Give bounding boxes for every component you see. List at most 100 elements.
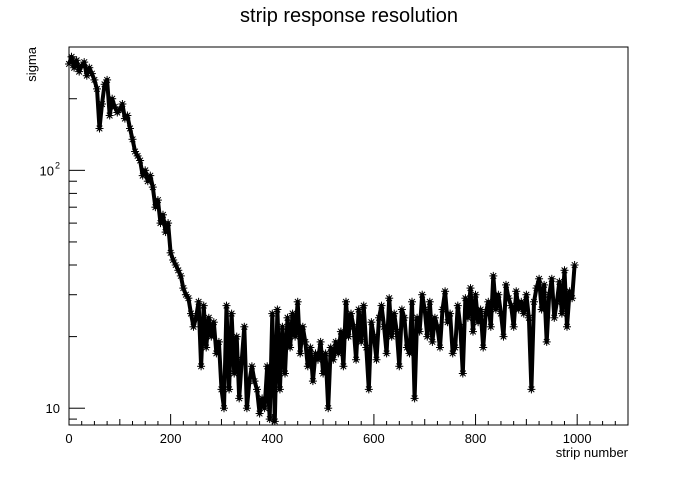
data-point-marker [517,297,526,306]
data-point-marker [524,313,533,322]
data-point-marker [420,305,429,314]
data-point-marker [522,290,531,299]
plot-frame [68,46,629,426]
data-point-marker [372,355,381,364]
data-point-marker [537,305,546,314]
data-point-marker [514,305,523,314]
data-point-marker [324,404,333,413]
data-point-marker [202,343,211,352]
data-point-marker [494,290,503,299]
data-point-marker [242,404,251,413]
data-point-marker [441,287,450,296]
data-point-marker [286,343,295,352]
y-tick-label: 10 [40,163,54,178]
data-point-marker [387,332,396,341]
data-point-marker [418,290,427,299]
data-point-marker [563,322,571,331]
data-point-marker [568,294,577,303]
data-point-marker [509,322,518,331]
data-point-marker [212,349,221,358]
data-point-marker [319,369,328,378]
data-point-marker [270,417,279,426]
data-point-marker [405,349,414,358]
data-point-marker [446,309,455,318]
data-point-marker [469,327,477,336]
data-point-marker [141,166,150,175]
data-point-marker [131,147,140,156]
data-point-marker [146,171,155,180]
data-point-marker [118,100,127,108]
data-point-marker [481,309,490,318]
data-point-marker [263,362,272,371]
data-point-marker [275,385,284,394]
data-point-marker [491,305,500,314]
data-point-marker [428,337,437,346]
data-point-marker [456,322,465,331]
data-point-marker [443,318,452,327]
data-point-marker [268,309,277,318]
data-point-marker [362,343,371,352]
data-point-marker [260,404,269,413]
data-point-marker [489,271,498,280]
data-point-marker [474,318,483,327]
data-point-marker [466,284,475,293]
data-point-marker [535,274,544,283]
data-point-marker [105,111,114,120]
data-point-marker [342,297,350,306]
data-point-marker [77,61,86,70]
data-point-marker [192,313,200,322]
data-point-marker [430,313,439,322]
data-point-marker [334,349,343,358]
data-point-marker [85,63,94,72]
data-point-marker [148,183,157,192]
data-point-marker [479,343,488,352]
data-point-marker [255,409,264,418]
data-point-marker [291,332,300,341]
data-point-marker [382,349,391,358]
data-point-marker [199,301,208,310]
y-axis-label: sigma [24,46,39,81]
data-point-marker [258,394,267,403]
data-point-marker [438,305,447,314]
data-point-marker [530,297,538,306]
data-point-marker [463,313,472,322]
data-point-marker [390,309,399,318]
data-point-marker [555,277,564,286]
data-point-marker [321,349,330,358]
data-point-marker [95,124,104,133]
y-tick-label: 10 [46,401,60,416]
data-point-marker [232,332,241,341]
data-point-marker [499,332,508,341]
data-point-marker [217,385,226,394]
data-point-marker [413,313,422,322]
data-point-marker [151,203,160,212]
data-point-marker [128,135,137,144]
data-point-marker [408,297,416,306]
data-point-marker [402,343,411,352]
data-point-marker [298,322,307,331]
data-point-marker [316,337,325,346]
data-point-marker [512,287,521,296]
data-point-marker [209,318,218,327]
data-point-marker [364,385,373,394]
data-point-marker [545,290,554,299]
data-point-marker [240,322,249,331]
data-point-marker [103,75,112,84]
data-point-marker [225,385,234,394]
data-point-marker [283,313,292,322]
data-point-marker [189,322,198,331]
x-tick-label: 400 [261,431,283,446]
data-point-marker [532,284,541,293]
y-tick-exponent: 2 [55,160,60,170]
data-point-marker [93,84,101,93]
data-point-marker [153,196,162,205]
data-point-marker [392,327,401,336]
data-point-marker [436,343,444,352]
data-point-marker [451,343,460,352]
x-tick-label: 800 [465,431,487,446]
data-point-marker [293,297,302,306]
data-point-marker [250,377,259,386]
data-point-marker [70,63,79,72]
data-point-marker [385,294,394,303]
